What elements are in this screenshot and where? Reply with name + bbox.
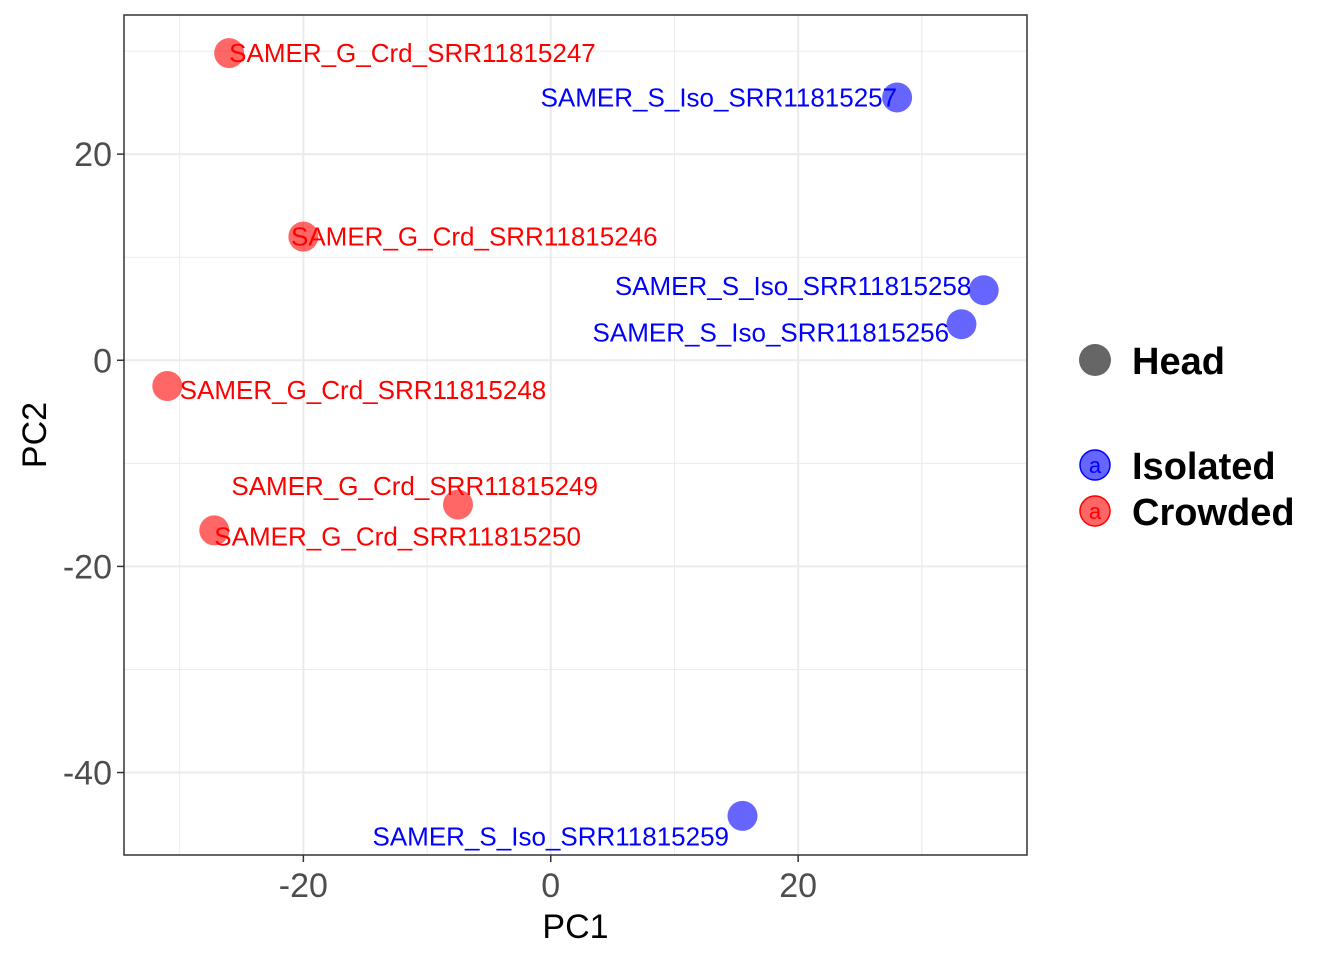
data-point-label: SAMER_G_Crd_SRR11815248 [180, 375, 547, 405]
panel-background [124, 15, 1027, 855]
data-point-label: SAMER_G_Crd_SRR11815246 [291, 222, 658, 252]
legend: Head a Isolated a Crowded [1079, 341, 1295, 534]
data-point [152, 371, 183, 402]
legend-item-isolated: a Isolated [1079, 446, 1276, 488]
data-point [968, 275, 999, 306]
data-point [199, 515, 230, 546]
data-point [882, 82, 913, 113]
data-points [152, 38, 999, 831]
data-point [727, 800, 758, 831]
legend-item-crowded: a Crowded [1079, 492, 1295, 534]
y-tick-label: 0 [93, 342, 112, 380]
legend-crowded-label: Crowded [1132, 492, 1295, 534]
x-axis-title: PC1 [542, 908, 608, 946]
data-point [946, 309, 977, 340]
legend-isolated-swatch-icon [1079, 449, 1111, 481]
x-tick-label: -20 [279, 867, 328, 905]
panel-border [123, 14, 1028, 856]
legend-head-label: Head [1132, 341, 1225, 383]
data-point [214, 38, 245, 69]
x-axis-ticks: -20 0 20 [279, 855, 817, 905]
data-point-label: SAMER_S_Iso_SRR11815256 [593, 317, 950, 347]
data-point [288, 221, 319, 252]
y-tick-label: 20 [74, 136, 112, 174]
legend-head-shape-icon [1079, 344, 1111, 376]
legend-isolated-label: Isolated [1132, 446, 1276, 488]
data-point-label: SAMER_G_Crd_SRR11815247 [229, 38, 596, 68]
data-point-label: SAMER_S_Iso_SRR11815258 [615, 271, 972, 301]
data-point-label: SAMER_G_Crd_SRR11815250 [214, 522, 581, 552]
legend-crowded-glyph: a [1089, 499, 1102, 524]
data-point [442, 489, 473, 520]
plot-panel: SAMER_G_Crd_SRR11815247 SAMER_S_Iso_SRR11… [123, 14, 1028, 856]
data-point-label: SAMER_G_Crd_SRR11815249 [231, 471, 598, 501]
x-tick-label: 20 [779, 867, 817, 905]
x-tick-label: 0 [541, 867, 560, 905]
y-axis-title: PC2 [16, 402, 54, 468]
data-point-label: SAMER_S_Iso_SRR11815259 [373, 821, 730, 851]
legend-crowded-swatch-icon [1079, 495, 1111, 527]
grid-major [124, 15, 1027, 855]
point-labels: SAMER_G_Crd_SRR11815247 SAMER_S_Iso_SRR11… [180, 38, 972, 851]
y-tick-label: -20 [63, 548, 112, 586]
data-point-label: SAMER_S_Iso_SRR11815257 [541, 82, 898, 112]
y-tick-label: -40 [63, 755, 112, 793]
y-axis-ticks: 20 0 -20 -40 [63, 136, 124, 793]
legend-isolated-glyph: a [1089, 453, 1102, 478]
